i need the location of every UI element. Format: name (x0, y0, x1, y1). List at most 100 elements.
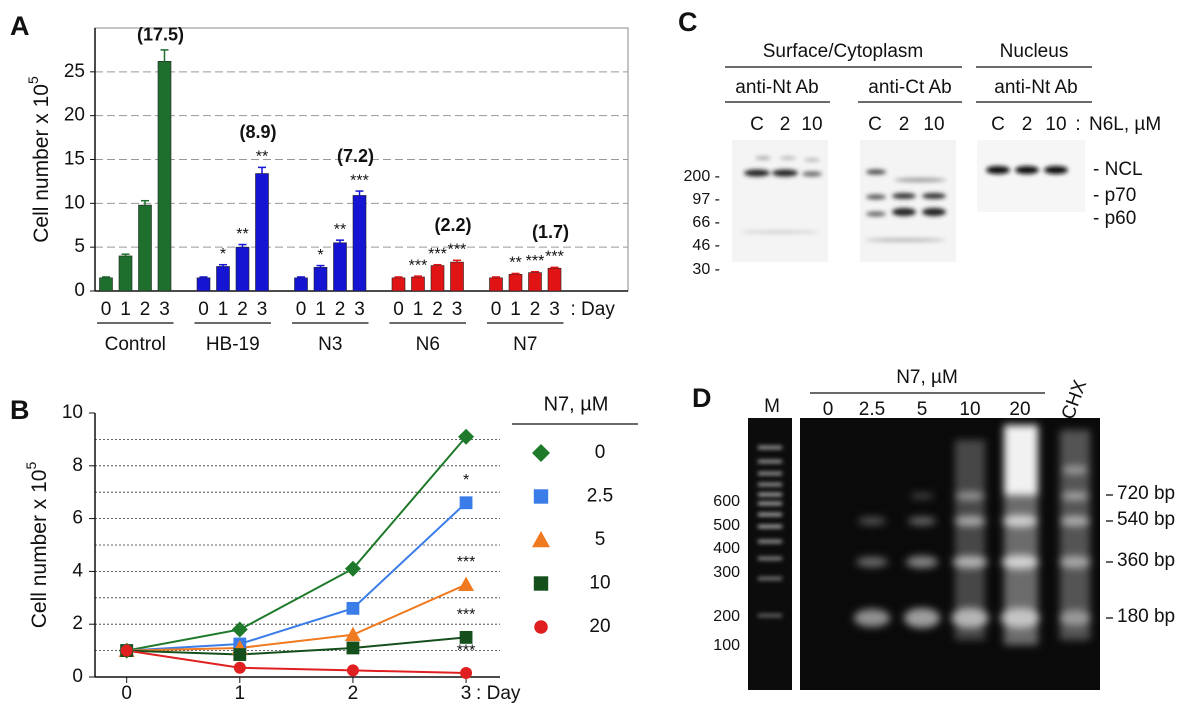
x-tick-label: 2 (348, 683, 359, 704)
x-tick-label: 1 (120, 299, 131, 320)
legend-marker (533, 489, 549, 504)
bar (118, 255, 133, 292)
band (1015, 166, 1039, 174)
x-tick-label: 1 (413, 299, 424, 320)
lane-label: C (750, 114, 764, 135)
band (904, 608, 940, 628)
band (922, 208, 946, 216)
band-label: - p60 (1093, 208, 1136, 229)
x-tick-label: 2 (432, 299, 443, 320)
group-label: HB-19 (206, 334, 260, 355)
band (1002, 515, 1038, 527)
x-tick-label: 0 (121, 683, 132, 704)
lane-label: 10 (1045, 114, 1066, 135)
x-tick-label: 0 (393, 299, 404, 320)
panel-d: D M N7, µM 0 2.5 5 10 20 CHX 600 500 400… (692, 367, 1175, 690)
x-tick-label: 3 (452, 299, 463, 320)
y-tick-label: 4 (72, 560, 83, 581)
mw-marker: 66 - (692, 214, 720, 231)
band (758, 513, 782, 516)
y-tick-label: 10 (64, 192, 85, 213)
blot (977, 140, 1085, 212)
mw-marker: 97 - (692, 191, 720, 208)
band (1059, 556, 1091, 568)
band (1062, 466, 1088, 474)
band (1060, 516, 1090, 526)
fold-change-label: (1.7) (532, 222, 569, 242)
treatment-label: N7, µM (896, 367, 958, 388)
bar (333, 242, 347, 292)
band (866, 169, 886, 175)
x-tick-label: 2 (335, 299, 346, 320)
panel-c: C Surface/Cytoplasm Nucleus anti-Nt Ab a… (678, 7, 1161, 278)
bar (508, 274, 523, 292)
fragment-label: 180 bp (1117, 606, 1175, 627)
fold-change-label: (2.2) (434, 215, 471, 235)
fragment-label: 540 bp (1117, 509, 1175, 530)
significance-label: *** (545, 249, 564, 266)
significance-label: * (220, 246, 226, 263)
marker (231, 621, 248, 638)
marker (233, 648, 247, 661)
mw-marker: 46 - (692, 237, 720, 254)
bar (411, 276, 425, 292)
x-tick-label: 3 (159, 299, 170, 320)
significance-label: * (317, 247, 323, 264)
lane-label: C (868, 114, 882, 135)
band-label: - NCL (1093, 159, 1143, 180)
marker (458, 576, 475, 591)
marker (344, 560, 361, 577)
x-tick-label: 2 (237, 299, 248, 320)
bar (99, 277, 113, 292)
x-suffix-label: : Day (571, 299, 616, 320)
marker (460, 667, 473, 680)
legend-marker (532, 444, 550, 462)
mw-marker: 30 - (692, 261, 720, 278)
fraction-label: Nucleus (1000, 41, 1069, 62)
lane-label: 2.5 (859, 399, 885, 420)
panel-label: B (10, 395, 30, 425)
lane-label: 20 (1009, 399, 1030, 420)
band (758, 483, 782, 486)
blot (732, 140, 828, 262)
gel-bands (758, 446, 782, 617)
bar (489, 277, 503, 292)
bar (352, 195, 367, 292)
series-line (126, 502, 467, 652)
band (758, 614, 782, 617)
y-tick-label: 5 (74, 236, 85, 257)
x-tick-label: 2 (530, 299, 541, 320)
band (758, 577, 782, 580)
marker (344, 626, 361, 642)
band (954, 516, 986, 526)
y-tick-label: 0 (74, 280, 85, 301)
x-tick-label: 1 (315, 299, 326, 320)
x-tick-label: 3 (461, 683, 472, 704)
band (744, 169, 770, 177)
band (758, 460, 782, 463)
band (1044, 166, 1068, 174)
marker (459, 496, 473, 510)
band (1001, 555, 1039, 569)
band (804, 158, 820, 162)
treatment-label: N6L, µM (1089, 114, 1161, 135)
lane-label: 10 (923, 114, 944, 135)
lane-label: 10 (959, 399, 980, 420)
band (758, 557, 782, 560)
lane-label: CHX (1058, 377, 1092, 422)
y-tick-label: 2 (72, 613, 83, 634)
antibody-label: anti-Ct Ab (868, 77, 951, 98)
band (955, 492, 985, 500)
lane-label: M (764, 396, 780, 417)
significance-label: *** (428, 246, 447, 263)
significance-label: ** (256, 149, 268, 166)
band (922, 193, 946, 199)
x-tick-label: 0 (101, 299, 112, 320)
x-suffix-label: : Day (476, 683, 521, 704)
bar (313, 267, 328, 292)
y-tick-label: 15 (64, 149, 85, 170)
x-tick-label: 1 (235, 683, 246, 704)
bar (216, 266, 230, 292)
legend-label: 20 (589, 616, 610, 637)
x-tick-label: 1 (510, 299, 521, 320)
